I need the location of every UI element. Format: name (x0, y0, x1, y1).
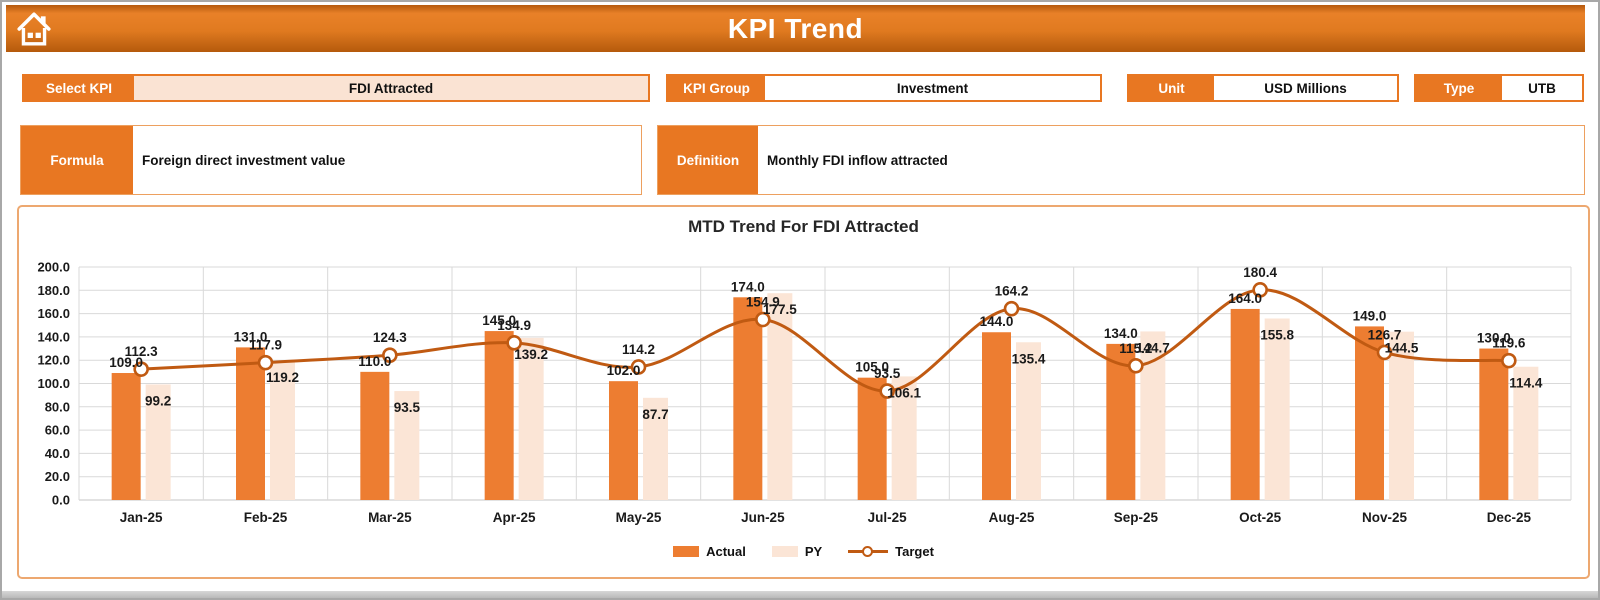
svg-text:131.0: 131.0 (234, 329, 268, 344)
chart-panel: 0.0 20.0 40.0 60.0 80.0 100.0 120.0 140.0 160.0 1… (17, 205, 1590, 579)
svg-text:160.0: 160.0 (37, 306, 70, 321)
kpi-group-value: Investment (896, 80, 969, 96)
svg-text:119.6: 119.6 (1492, 336, 1526, 351)
svg-text:145.0: 145.0 (482, 313, 516, 328)
legend-label-actual: Actual (706, 544, 746, 559)
svg-text:Mar-25: Mar-25 (368, 510, 412, 525)
type-value: UTB (1528, 80, 1556, 96)
legend-label-py: PY (804, 544, 823, 559)
page-title: KPI Trend (727, 12, 864, 44)
header-bar: KPI Trend (6, 5, 1585, 52)
svg-text:115.2: 115.2 (1119, 341, 1152, 356)
home-icon (17, 12, 51, 46)
svg-text:99.2: 99.2 (145, 393, 171, 408)
type-label: Type (1416, 76, 1502, 100)
svg-text:180.0: 180.0 (37, 283, 70, 298)
svg-text:93.5: 93.5 (394, 400, 421, 415)
formula-label: Formula (21, 126, 133, 194)
chart-title: MTD Trend For FDI Attracted (688, 217, 919, 236)
svg-text:130.0: 130.0 (1477, 331, 1511, 346)
window-bottom-edge (2, 591, 1598, 598)
svg-text:Jan-25: Jan-25 (120, 510, 163, 525)
formula-value: Foreign direct investment value (142, 152, 346, 168)
svg-text:120.0: 120.0 (37, 353, 70, 368)
unit-value: USD Millions (1264, 80, 1347, 96)
type-box: Type UTB (1414, 74, 1584, 102)
legend-item-target[interactable]: Target (848, 544, 934, 559)
home-button[interactable] (12, 8, 56, 50)
svg-text:174.0: 174.0 (731, 279, 765, 294)
svg-text:Apr-25: Apr-25 (493, 510, 536, 525)
svg-text:119.2: 119.2 (266, 370, 299, 385)
svg-text:134.9: 134.9 (497, 318, 531, 333)
svg-text:149.0: 149.0 (1353, 308, 1387, 323)
svg-text:109.0: 109.0 (109, 355, 143, 370)
svg-text:May-25: May-25 (616, 510, 662, 525)
target-swatch-icon (848, 546, 889, 557)
svg-text:Jun-25: Jun-25 (741, 510, 785, 525)
py-swatch-icon (771, 546, 798, 557)
svg-text:164.2: 164.2 (995, 284, 1029, 299)
svg-text:144.0: 144.0 (980, 314, 1014, 329)
svg-text:200.0: 200.0 (37, 260, 70, 275)
svg-text:Jul-25: Jul-25 (868, 510, 908, 525)
unit-box: Unit USD Millions (1127, 74, 1399, 102)
svg-text:126.7: 126.7 (1368, 327, 1402, 342)
definition-box: Definition Monthly FDI inflow attracted (657, 125, 1585, 195)
select-kpi-box: Select KPI FDI Attracted (22, 74, 650, 102)
svg-text:134.0: 134.0 (1104, 326, 1138, 341)
svg-text:100.0: 100.0 (37, 376, 70, 391)
legend-item-actual[interactable]: Actual (673, 544, 746, 559)
svg-text:Dec-25: Dec-25 (1487, 510, 1532, 525)
svg-text:114.2: 114.2 (622, 342, 655, 357)
svg-text:40.0: 40.0 (45, 446, 70, 461)
svg-text:Sep-25: Sep-25 (1114, 510, 1159, 525)
svg-text:180.4: 180.4 (1243, 265, 1277, 280)
svg-text:20.0: 20.0 (45, 469, 70, 484)
svg-text:106.1: 106.1 (887, 385, 921, 400)
svg-text:93.5: 93.5 (874, 366, 901, 381)
svg-text:87.7: 87.7 (642, 407, 668, 422)
actual-swatch-icon (673, 546, 700, 557)
svg-text:140.0: 140.0 (37, 329, 70, 344)
svg-text:105.0: 105.0 (855, 360, 889, 375)
definition-label: Definition (658, 126, 758, 194)
svg-text:110.0: 110.0 (358, 354, 391, 369)
svg-text:144.5: 144.5 (1385, 341, 1419, 356)
svg-text:135.4: 135.4 (1012, 351, 1046, 366)
select-kpi-value[interactable]: FDI Attracted (134, 76, 648, 100)
definition-value: Monthly FDI inflow attracted (767, 152, 948, 168)
svg-text:60.0: 60.0 (45, 423, 70, 438)
kpi-group-label: KPI Group (668, 76, 765, 100)
svg-text:177.5: 177.5 (763, 302, 797, 317)
svg-text:144.7: 144.7 (1136, 340, 1170, 355)
svg-text:117.9: 117.9 (249, 338, 282, 353)
svg-text:102.0: 102.0 (607, 363, 641, 378)
legend-label-target: Target (895, 544, 934, 559)
svg-text:Feb-25: Feb-25 (244, 510, 288, 525)
svg-text:Aug-25: Aug-25 (989, 510, 1035, 525)
svg-text:154.9: 154.9 (746, 295, 780, 310)
svg-text:Oct-25: Oct-25 (1239, 510, 1282, 525)
svg-text:Nov-25: Nov-25 (1362, 510, 1408, 525)
chart-legend: Actual PY Target (19, 544, 1588, 559)
kpi-group-box: KPI Group Investment (666, 74, 1102, 102)
select-kpi-label: Select KPI (24, 76, 134, 100)
svg-text:112.3: 112.3 (125, 344, 159, 359)
svg-text:164.0: 164.0 (1228, 291, 1262, 306)
svg-text:139.2: 139.2 (514, 347, 548, 362)
formula-box: Formula Foreign direct investment value (20, 125, 642, 195)
svg-text:114.4: 114.4 (1509, 376, 1543, 391)
svg-text:155.8: 155.8 (1260, 327, 1294, 342)
svg-text:0.0: 0.0 (52, 493, 70, 508)
legend-item-py[interactable]: PY (771, 544, 823, 559)
svg-text:80.0: 80.0 (45, 399, 70, 414)
svg-text:124.3: 124.3 (373, 330, 407, 345)
kpi-trend-chart: 0.0 20.0 40.0 60.0 80.0 100.0 120.0 140.0 160.0 1… (37, 260, 1572, 525)
unit-label: Unit (1129, 76, 1214, 100)
